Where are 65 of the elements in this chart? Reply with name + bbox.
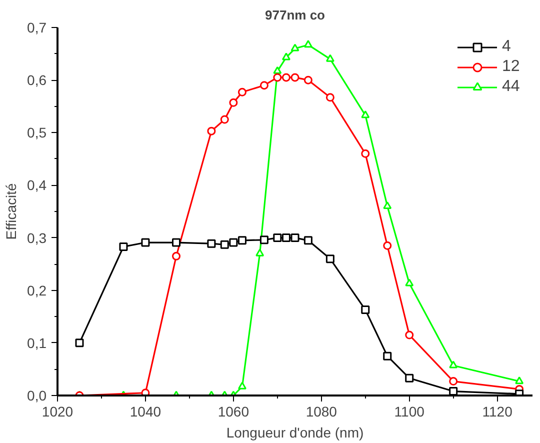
x-tick-label: 1020	[42, 404, 74, 420]
point	[172, 238, 180, 247]
point	[405, 330, 414, 340]
point	[282, 73, 290, 82]
y-tick-label: 0,5	[27, 124, 47, 141]
point	[515, 376, 524, 384]
point	[290, 234, 300, 242]
point	[172, 252, 180, 260]
x-axis-title: Longueur d'onde (nm)	[226, 424, 364, 440]
y-tick-label: 0,7	[27, 20, 47, 36]
point	[361, 306, 370, 314]
y-tick-label: 0,3	[27, 230, 47, 246]
point	[326, 93, 334, 102]
point	[229, 238, 238, 247]
point	[282, 234, 290, 242]
point	[304, 76, 312, 84]
x-tick-label: 1100	[394, 404, 425, 420]
x-tick-label: 1080	[306, 404, 338, 420]
point	[207, 239, 216, 248]
point	[207, 126, 216, 136]
y-tick-label: 0,1	[27, 334, 47, 351]
chart-title: 977nm co	[265, 8, 326, 22]
x-tick-label: 1120	[482, 404, 513, 420]
point	[290, 44, 300, 52]
point	[361, 110, 370, 118]
point	[361, 149, 370, 158]
point	[238, 236, 246, 245]
point	[273, 73, 282, 82]
point	[75, 338, 84, 348]
point	[290, 73, 300, 82]
y-tick-label: 0,4	[27, 177, 47, 194]
point	[405, 278, 414, 286]
point	[260, 81, 268, 90]
point	[383, 241, 392, 250]
y-tick-label: 0,2	[27, 282, 47, 298]
point	[304, 236, 312, 245]
point	[383, 352, 392, 360]
legend-label: 4	[502, 38, 512, 56]
point	[405, 374, 414, 382]
y-tick-label: 0,0	[27, 388, 47, 404]
point	[256, 248, 264, 256]
point	[282, 52, 290, 60]
point	[449, 377, 458, 386]
legend-label: 12	[502, 58, 521, 76]
point	[449, 387, 458, 396]
point	[220, 240, 229, 249]
point	[119, 242, 128, 251]
point	[238, 88, 246, 96]
point	[326, 254, 334, 264]
point	[220, 115, 229, 124]
point	[141, 238, 150, 247]
x-tick-label: 1040	[130, 404, 162, 420]
point	[449, 360, 458, 368]
point	[260, 236, 268, 244]
y-tick-label: 0,6	[27, 72, 47, 88]
point	[273, 234, 282, 242]
point	[229, 98, 238, 107]
point	[238, 382, 246, 390]
point	[383, 201, 392, 210]
legend-label: 44	[502, 78, 521, 96]
point	[326, 54, 334, 62]
point	[273, 66, 282, 74]
point	[304, 40, 312, 48]
y-axis-title: Efficacité	[3, 183, 20, 240]
x-tick-label: 1060	[218, 404, 250, 420]
